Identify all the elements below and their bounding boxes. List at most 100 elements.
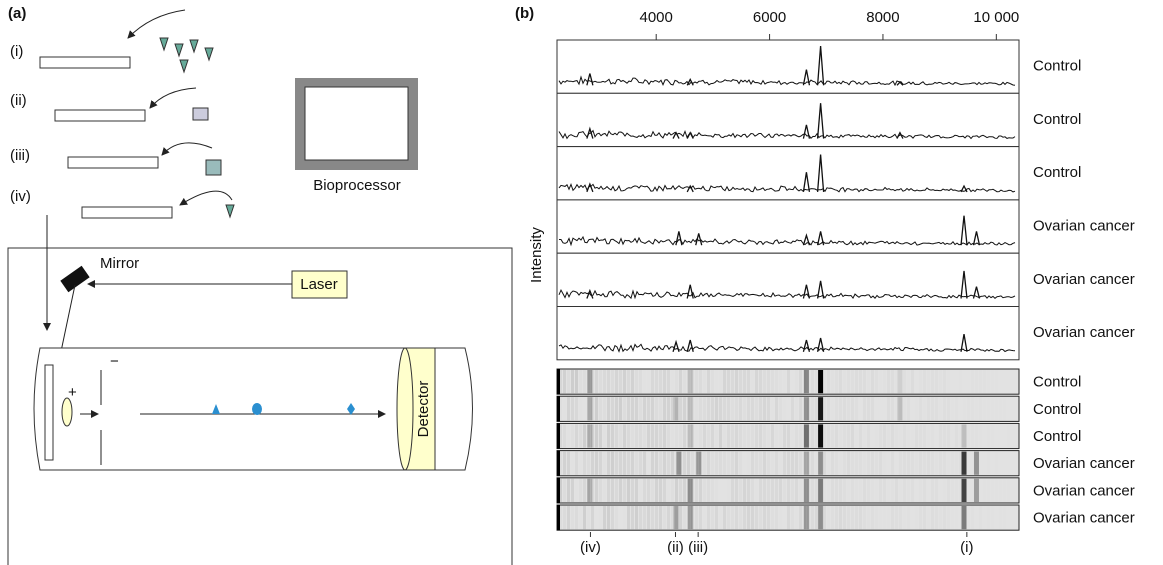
gel-texture: [603, 452, 606, 475]
gel-texture: [907, 506, 910, 529]
gel-texture: [823, 451, 826, 475]
gel-texture: [619, 424, 622, 448]
gel-texture: [715, 397, 718, 421]
gel-texture: [819, 506, 822, 530]
spectrum-noise: [558, 129, 1016, 140]
gel-band: [818, 451, 824, 475]
gel-texture: [727, 370, 730, 394]
peak: [586, 288, 594, 299]
peak: [686, 184, 694, 193]
gel-texture: [807, 506, 810, 530]
gel-texture: [927, 451, 930, 475]
gel-texture: [563, 397, 566, 420]
gel-texture: [827, 452, 830, 475]
gel-texture: [987, 506, 990, 529]
gel-texture: [623, 506, 626, 529]
spectrum-noise: [559, 235, 1016, 247]
gel-texture: [655, 451, 658, 475]
gel-texture: [803, 506, 806, 530]
gel-texture: [943, 479, 946, 502]
gel-texture: [851, 452, 854, 475]
gel-texture: [723, 397, 726, 421]
gel-texture: [923, 506, 926, 530]
gel-texture: [563, 424, 566, 448]
peak: [802, 233, 811, 246]
gel-texture: [875, 424, 878, 447]
gel-texture: [727, 397, 730, 421]
gel-edge: [557, 450, 560, 476]
gel-texture: [739, 370, 742, 394]
gel-texture: [603, 370, 606, 394]
gel-texture: [939, 424, 942, 447]
gel-texture: [951, 397, 954, 420]
gel-texture: [975, 424, 978, 447]
gel-texture: [559, 506, 562, 530]
gel-texture: [835, 506, 838, 530]
gel-texture: [639, 506, 642, 530]
step-label: (i): [10, 43, 23, 60]
gel-texture: [747, 370, 750, 394]
gel-texture: [619, 451, 622, 475]
gel-texture: [875, 370, 878, 394]
gel-texture: [571, 370, 574, 394]
gel-texture: [927, 370, 930, 393]
gel-texture: [755, 451, 758, 475]
detector-face: [396, 347, 414, 471]
gel-texture: [919, 479, 922, 502]
gel-texture: [699, 424, 702, 448]
gel-texture: [631, 424, 634, 447]
gel-texture: [603, 424, 606, 447]
gel-texture: [951, 452, 954, 475]
gel-texture: [763, 397, 766, 421]
gel-texture: [751, 424, 754, 448]
gel-texture: [767, 370, 770, 394]
gel-texture: [667, 397, 670, 421]
gel-texture: [735, 506, 738, 530]
gel-texture: [883, 506, 886, 529]
gel-texture: [659, 370, 662, 394]
gel-texture: [691, 506, 694, 530]
gel-texture: [559, 424, 562, 448]
gel-texture: [575, 451, 578, 475]
gel-texture: [655, 478, 658, 502]
gel-texture: [635, 478, 638, 502]
gel-texture: [635, 506, 638, 530]
gel-texture: [907, 370, 910, 393]
gel-texture: [747, 397, 750, 421]
gel-texture: [643, 451, 646, 475]
gel-band: [803, 478, 809, 502]
gel-texture: [791, 424, 794, 447]
gel-texture: [899, 451, 902, 475]
gel-texture: [591, 370, 594, 394]
gel-texture: [875, 452, 878, 475]
gel-texture: [687, 370, 690, 394]
gel-texture: [859, 451, 862, 475]
gel-texture: [771, 424, 774, 448]
gel-texture: [823, 506, 826, 530]
gel-texture: [775, 397, 778, 421]
gel-band: [587, 424, 593, 448]
spectrum-label: Control: [1033, 164, 1081, 181]
gel-texture: [575, 479, 578, 502]
gel-texture: [599, 506, 602, 529]
gel-band: [673, 506, 679, 530]
spectrum-noise: [558, 75, 1016, 87]
gel-texture: [767, 424, 770, 447]
gel-texture: [967, 506, 970, 529]
gel-band: [961, 424, 967, 448]
gel-band: [673, 397, 679, 421]
gel-texture: [811, 478, 814, 502]
arrows: [127, 9, 233, 206]
gel-lane: [556, 450, 1020, 477]
gel-band: [687, 424, 693, 448]
gel-texture: [643, 424, 646, 448]
gel-texture: [935, 397, 938, 420]
gel-texture: [871, 451, 874, 475]
gel-texture: [659, 506, 662, 530]
gel-texture: [839, 370, 842, 394]
peak: [686, 77, 694, 86]
gel-texture: [867, 397, 870, 421]
gel-edge: [557, 477, 560, 503]
gel-texture: [967, 479, 970, 502]
gel-texture: [787, 506, 790, 530]
